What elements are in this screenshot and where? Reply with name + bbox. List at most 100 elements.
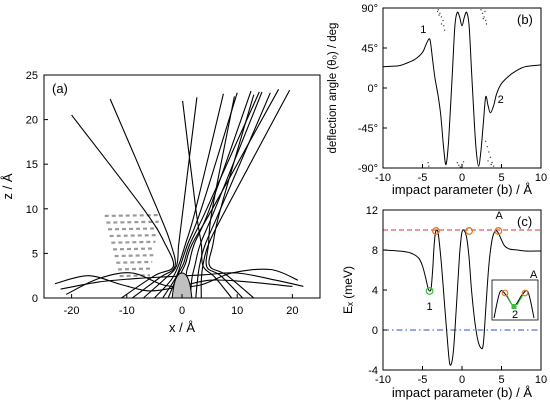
scatter-point bbox=[489, 156, 492, 159]
grid-dash-row bbox=[104, 213, 160, 218]
scatter-point bbox=[480, 9, 482, 11]
panel-c-annotation: A bbox=[495, 210, 503, 222]
inset-marker bbox=[501, 289, 509, 297]
panel-a-y-tick-label: 20 bbox=[26, 115, 38, 127]
panel-c-tag: (c) bbox=[517, 214, 532, 229]
trajectory-line bbox=[189, 91, 263, 298]
grid-dash-row bbox=[119, 274, 151, 278]
trajectory-line bbox=[54, 275, 293, 292]
panel-a-plot-area bbox=[54, 89, 304, 298]
scatter-point bbox=[490, 163, 492, 166]
point-marker bbox=[425, 287, 434, 295]
grid-dash-row bbox=[106, 220, 159, 224]
panel-a-y-tick-label: 15 bbox=[26, 159, 38, 171]
scatter-point bbox=[456, 161, 458, 164]
scatter-point bbox=[427, 161, 429, 164]
trajectory-line bbox=[167, 91, 260, 298]
panel-c-series bbox=[383, 227, 541, 366]
scatter-point bbox=[462, 161, 465, 163]
grid-dash-row bbox=[117, 267, 152, 271]
panel-b-y-tick-label: 90° bbox=[361, 3, 378, 15]
inset-link bbox=[516, 294, 524, 306]
panel-a-y-tick-label: 10 bbox=[26, 204, 38, 216]
trajectory-line bbox=[153, 93, 224, 298]
trajectory-line bbox=[182, 100, 233, 298]
scatter-point bbox=[428, 165, 430, 167]
scatter-point bbox=[487, 160, 489, 162]
scatter-point bbox=[482, 17, 485, 20]
panel-c-x-tick-label: 0 bbox=[459, 374, 465, 386]
panel-c-y-tick-label: -4 bbox=[368, 365, 378, 377]
panel-b-y-tick-label: -45° bbox=[358, 123, 378, 135]
point-marker bbox=[465, 227, 474, 235]
grid-dash-row bbox=[116, 260, 153, 264]
panel-a-x-tick-label: 10 bbox=[231, 305, 243, 317]
panel-b-x-tick-label: 0 bbox=[459, 172, 465, 184]
panel-b: 12 -10 -5 0 5 10-90°-45°0°45°90° (b) impact … bbox=[327, 3, 547, 197]
panel-c-x-tick-label: -5 bbox=[418, 374, 428, 386]
panel-b-frame bbox=[382, 7, 542, 169]
trajectory-line bbox=[71, 114, 175, 298]
scatter-point bbox=[443, 29, 446, 31]
panel-c-inset: A 2 bbox=[491, 269, 539, 321]
panel-b-y-tick-label: 45° bbox=[361, 43, 378, 55]
panel-b-x-tick-label: 10 bbox=[535, 172, 547, 184]
grid-dash-row bbox=[114, 254, 154, 258]
scatter-point bbox=[485, 19, 487, 22]
panel-a-y-tick-label: 0 bbox=[32, 293, 38, 305]
panel-a-x-label: x / Å bbox=[169, 320, 195, 335]
scatter-point bbox=[491, 161, 493, 164]
deflection-curve bbox=[383, 11, 541, 167]
panel-c-plot-area: 1A bbox=[383, 210, 541, 366]
panel-a-x-tick-label: -10 bbox=[119, 305, 135, 317]
grid-dash-row bbox=[109, 234, 157, 238]
point-marker bbox=[431, 227, 440, 235]
panel-a: -20 -10 0 10 20 0 5 10 15 20 25 (a) x / Å z / Å bbox=[0, 70, 321, 335]
inset-label-a: A bbox=[530, 269, 538, 281]
panel-a-ticks: -20 -10 0 10 20 0 5 10 15 20 25 bbox=[26, 70, 299, 317]
panel-b-y-tick-label: 0° bbox=[367, 83, 378, 95]
scatter-point bbox=[438, 14, 440, 16]
panel-a-y-label: z / Å bbox=[0, 173, 15, 199]
scatter-point bbox=[492, 165, 495, 167]
scatter-point bbox=[437, 9, 439, 11]
scatter-point bbox=[443, 25, 445, 27]
trajectory-line bbox=[143, 97, 198, 298]
panel-b-annotation: 2 bbox=[498, 94, 504, 106]
scatter-point bbox=[440, 23, 443, 25]
scatter-point bbox=[481, 12, 484, 15]
energy-curve bbox=[383, 229, 541, 366]
panel-c-annotation: 1 bbox=[427, 301, 433, 313]
panel-b-annotation: 1 bbox=[420, 24, 426, 36]
panel-a-y-tick-label: 5 bbox=[32, 248, 38, 260]
panel-c-x-label: impact parameter (b) / Å bbox=[392, 385, 532, 400]
grid-dash-row bbox=[108, 227, 158, 231]
inset-marker bbox=[521, 289, 529, 297]
inset-marker-green bbox=[511, 304, 517, 309]
panel-c-x-tick-label: -10 bbox=[375, 374, 391, 386]
scatter-point bbox=[485, 23, 488, 25]
scatter-point bbox=[459, 166, 462, 168]
panel-a-trajectories bbox=[54, 89, 304, 298]
trajectory-line bbox=[109, 98, 176, 298]
scatter-point bbox=[458, 164, 460, 167]
panel-a-frame bbox=[43, 74, 321, 299]
scatter-point bbox=[440, 16, 443, 18]
panel-a-tag: (a) bbox=[52, 81, 68, 96]
grid-dash-row bbox=[112, 247, 155, 251]
inset-label-2: 2 bbox=[512, 309, 518, 321]
panel-a-y-tick-label: 25 bbox=[26, 70, 38, 82]
panel-c-x-tick-label: 10 bbox=[535, 374, 547, 386]
trajectory-line bbox=[162, 92, 238, 298]
panel-a-x-tick-label: 20 bbox=[286, 305, 298, 317]
panel-b-x-tick-label: 5 bbox=[498, 172, 504, 184]
trajectory-line bbox=[60, 272, 304, 290]
panel-b-x-tick-label: -10 bbox=[375, 172, 391, 184]
tip-shape bbox=[171, 272, 193, 298]
scatter-point bbox=[485, 140, 487, 143]
panel-c-y-tick-label: 8 bbox=[372, 245, 378, 257]
scatter-point bbox=[488, 151, 490, 153]
